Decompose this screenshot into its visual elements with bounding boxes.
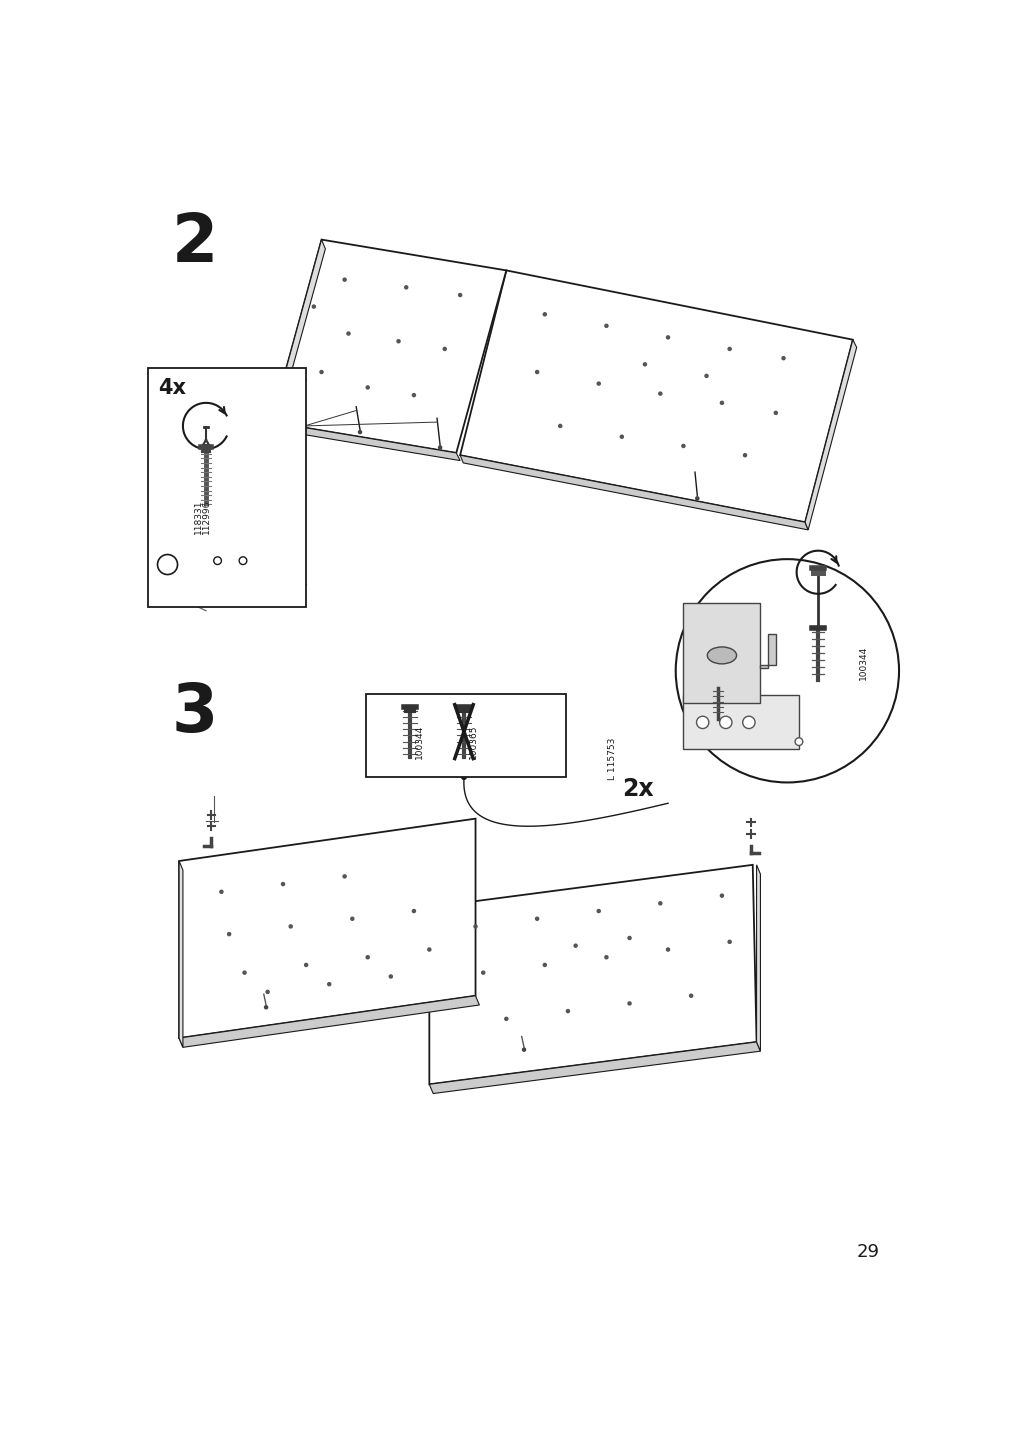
Circle shape [243,971,246,974]
Circle shape [312,305,315,308]
Circle shape [481,971,484,974]
Circle shape [596,382,600,385]
Text: 118331: 118331 [194,500,202,534]
Text: 3: 3 [171,680,217,746]
Polygon shape [682,603,759,703]
Polygon shape [460,455,808,530]
Polygon shape [460,271,852,523]
FancyBboxPatch shape [366,695,566,778]
Circle shape [281,882,284,885]
Circle shape [543,964,546,967]
Circle shape [742,716,754,729]
Polygon shape [429,865,756,1084]
Circle shape [727,941,730,944]
Text: 4x: 4x [158,378,186,398]
Circle shape [543,312,546,316]
Circle shape [658,902,661,905]
Circle shape [473,925,476,928]
Circle shape [696,716,708,729]
Circle shape [743,454,746,457]
Circle shape [720,401,723,404]
Polygon shape [756,865,759,1051]
Text: 100365: 100365 [468,725,477,759]
Polygon shape [179,995,479,1047]
Text: 2: 2 [171,211,217,276]
Text: 2x: 2x [621,776,653,800]
Text: 100344: 100344 [858,646,867,680]
Circle shape [658,392,661,395]
Circle shape [727,348,730,351]
Circle shape [458,294,461,296]
Circle shape [795,737,802,746]
Circle shape [358,431,361,434]
Polygon shape [271,422,460,461]
Circle shape [366,385,369,390]
Circle shape [328,982,331,985]
Circle shape [319,371,323,374]
Circle shape [219,891,222,894]
Text: 112996: 112996 [201,500,210,534]
Circle shape [443,348,446,351]
Circle shape [782,357,785,359]
Circle shape [366,955,369,959]
Text: 29: 29 [856,1243,879,1262]
Circle shape [566,1010,569,1012]
FancyBboxPatch shape [149,368,305,607]
Circle shape [666,337,669,339]
Polygon shape [179,819,475,1038]
Circle shape [389,975,392,978]
Circle shape [643,362,646,367]
Circle shape [289,925,292,928]
Circle shape [628,1002,631,1005]
Polygon shape [805,339,856,530]
Circle shape [605,324,608,328]
Circle shape [428,948,431,951]
Circle shape [396,339,399,342]
Circle shape [347,332,350,335]
Polygon shape [759,634,775,669]
Circle shape [719,716,731,729]
Circle shape [558,424,561,428]
Circle shape [620,435,623,438]
Circle shape [688,994,692,997]
Circle shape [522,1048,525,1051]
Circle shape [343,875,346,878]
Text: 100344: 100344 [415,725,424,759]
Circle shape [773,411,776,414]
Circle shape [412,909,416,912]
Circle shape [696,497,699,500]
Circle shape [264,1005,267,1008]
Circle shape [705,374,708,378]
Circle shape [605,955,608,959]
Circle shape [266,991,269,994]
Circle shape [412,394,416,397]
Circle shape [438,445,441,450]
Circle shape [535,371,538,374]
Circle shape [343,278,346,281]
Polygon shape [271,239,326,430]
Circle shape [675,558,898,782]
Polygon shape [179,861,183,1047]
Circle shape [535,918,538,921]
Circle shape [573,944,576,947]
Circle shape [504,1017,508,1021]
Polygon shape [682,696,798,749]
Circle shape [304,964,307,967]
Circle shape [351,918,354,921]
Circle shape [227,932,231,935]
Circle shape [681,444,684,447]
Ellipse shape [707,647,736,664]
Circle shape [628,937,631,939]
Polygon shape [429,1042,759,1094]
Circle shape [461,775,466,779]
Circle shape [666,948,669,951]
Circle shape [720,894,723,898]
Circle shape [596,909,600,912]
Polygon shape [271,239,506,453]
Circle shape [404,286,407,289]
Text: L 115753: L 115753 [608,737,617,780]
